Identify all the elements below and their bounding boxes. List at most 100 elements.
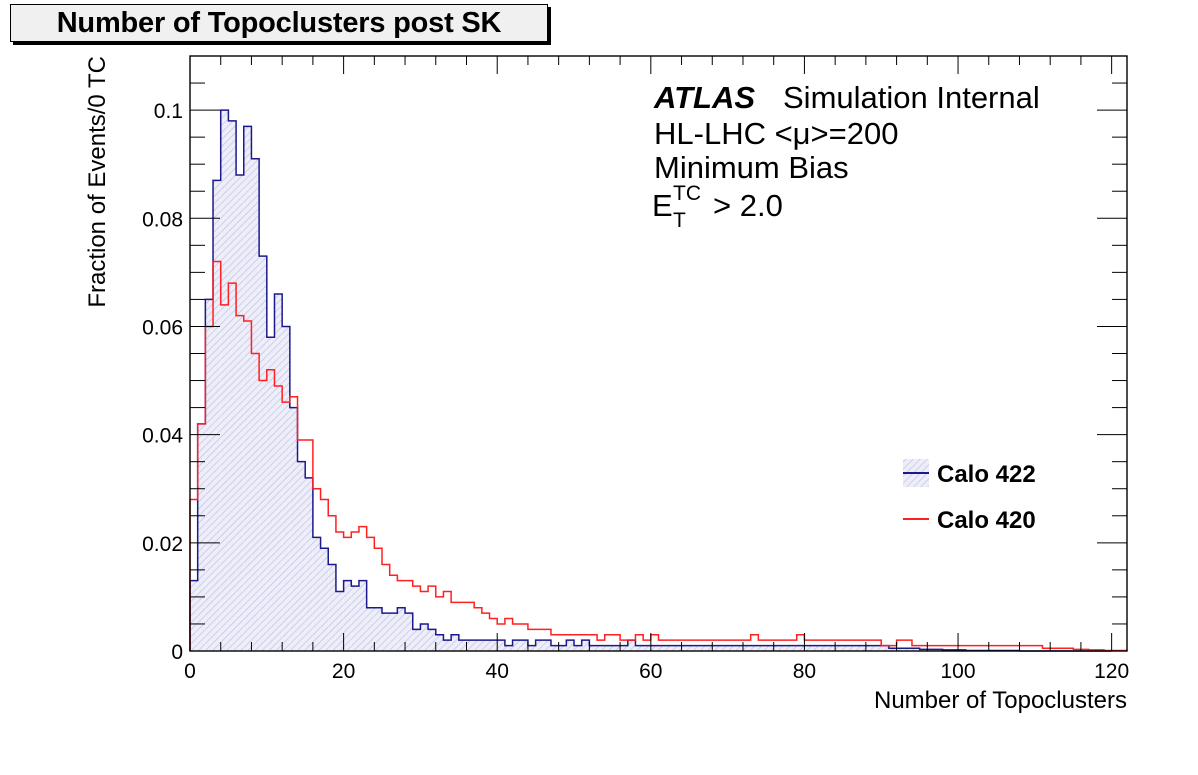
bar-calo-422 [581, 640, 590, 651]
bar-calo-422 [320, 548, 329, 651]
bar-calo-422 [213, 180, 221, 651]
bar-calo-422 [428, 629, 436, 651]
x-tick-label: 80 [793, 660, 816, 683]
bar-calo-422 [758, 645, 767, 651]
bar-calo-422 [750, 645, 759, 651]
bar-calo-422 [481, 640, 490, 651]
bar-calo-422 [773, 645, 782, 651]
bar-calo-422 [489, 640, 498, 651]
bar-calo-422 [535, 640, 544, 651]
bar-calo-422 [305, 477, 313, 651]
bar-calo-422 [804, 645, 813, 651]
bar-calo-422 [397, 607, 406, 651]
bar-calo-422 [589, 645, 598, 651]
bar-calo-422 [597, 645, 605, 651]
bar-calo-422 [328, 564, 336, 651]
y-axis-title: Fraction of Events/0 TC [84, 56, 111, 308]
bar-calo-422 [766, 645, 774, 651]
bar-calo-422 [742, 645, 751, 651]
bar-calo-422 [512, 640, 521, 651]
bar-calo-422 [927, 649, 935, 651]
bar-calo-422 [466, 640, 475, 651]
x-tick-label: 0 [184, 660, 196, 683]
y-tick-label: 0.06 [142, 316, 183, 339]
bar-calo-422 [735, 645, 743, 651]
bar-calo-422 [389, 613, 398, 651]
bar-calo-422 [197, 423, 206, 651]
bar-calo-422 [696, 645, 705, 651]
bar-calo-422 [236, 175, 244, 651]
bar-calo-422 [934, 649, 943, 651]
chart-title-box: Number of Topoclusters post SK [10, 4, 548, 42]
bar-calo-422 [681, 645, 690, 651]
bar-calo-422 [873, 645, 882, 651]
bar-calo-422 [643, 645, 651, 651]
bar-calo-422 [312, 537, 321, 651]
bar-calo-422 [689, 645, 697, 651]
bar-calo-422 [220, 110, 229, 651]
bar-calo-422 [190, 580, 198, 651]
bar-calo-422 [850, 645, 859, 651]
bar-calo-422 [881, 645, 889, 651]
bar-calo-422 [673, 645, 682, 651]
bar-calo-422 [789, 645, 797, 651]
chart-title: Number of Topoclusters post SK [56, 7, 502, 39]
bar-calo-422 [543, 640, 551, 651]
atlas-suffix: Simulation Internal [783, 80, 1040, 115]
bar-calo-422 [835, 645, 843, 651]
et-symbol: E [652, 188, 673, 223]
bar-calo-422 [612, 645, 621, 651]
bar-calo-422 [819, 645, 828, 651]
bar-calo-422 [366, 607, 375, 651]
bar-calo-422 [796, 645, 805, 651]
bar-calo-422 [658, 645, 667, 651]
bar-calo-422 [888, 648, 897, 651]
bar-calo-422 [405, 613, 413, 651]
y-tick-label: 0.02 [142, 533, 183, 556]
bar-calo-422 [527, 645, 536, 651]
bar-calo-422 [627, 640, 636, 651]
legend: Calo 422 Calo 420 [903, 459, 1036, 534]
x-tick-label: 20 [332, 660, 355, 683]
bar-calo-422 [374, 607, 383, 651]
bar-calo-422 [351, 586, 359, 651]
y-tick-label: 0 [171, 641, 183, 664]
bar-calo-422 [474, 640, 482, 651]
bar-calo-422 [712, 645, 720, 651]
bar-calo-422 [666, 645, 674, 651]
y-tick-label: 0.08 [142, 208, 183, 231]
y-tick-label: 0.04 [142, 425, 183, 448]
et-cut: > 2.0 [713, 188, 783, 223]
x-tick-label: 120 [1094, 660, 1129, 683]
bar-calo-422 [251, 158, 260, 652]
bar-calo-422 [520, 640, 528, 651]
bar-calo-422 [228, 120, 237, 652]
bar-calo-422 [412, 629, 421, 651]
bar-calo-422 [274, 294, 283, 651]
bar-calo-422 [574, 645, 582, 651]
bar-calo-422 [842, 645, 851, 651]
bar-calo-422 [812, 645, 820, 651]
bar-calo-422 [243, 126, 252, 652]
bar-calo-422 [650, 645, 659, 651]
bar-calo-422 [781, 645, 790, 651]
et-subscript: T [673, 209, 686, 232]
atlas-label: ATLAS [653, 80, 755, 115]
bar-calo-422 [550, 645, 559, 651]
annotation-block: ATLAS Simulation Internal HL-LHC <μ>=200… [652, 80, 1040, 232]
bar-calo-422 [435, 634, 444, 651]
legend-label-calo-420: Calo 420 [937, 507, 1036, 534]
bar-calo-422 [289, 407, 298, 651]
bar-calo-422 [566, 640, 575, 651]
bar-calo-422 [497, 640, 505, 651]
bar-calo-422 [451, 634, 459, 651]
bar-calo-422 [865, 645, 874, 651]
x-tick-label: 40 [486, 660, 509, 683]
x-axis-title: Number of Topoclusters [874, 687, 1127, 714]
bar-calo-422 [259, 256, 267, 651]
et-superscript: TC [673, 182, 701, 205]
bar-calo-422 [911, 648, 920, 651]
bar-calo-422 [604, 645, 613, 651]
bar-calo-422 [635, 645, 644, 651]
